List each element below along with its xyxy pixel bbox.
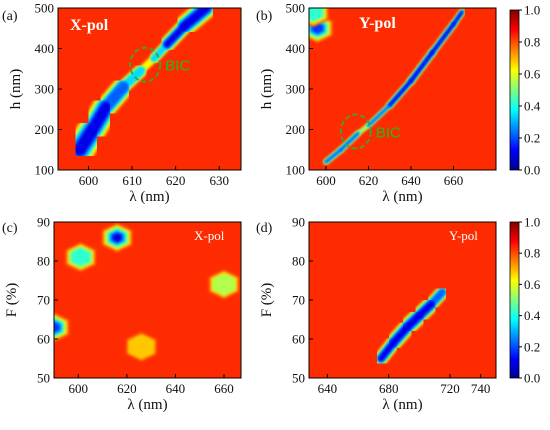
band-segment — [388, 79, 413, 107]
polarization-label: Y-pol — [359, 15, 396, 32]
y-tick-label: 80 — [292, 254, 305, 269]
y-tick-label: 200 — [286, 122, 306, 137]
bic-ring — [339, 113, 372, 150]
colorbar-tick-label: 0.4 — [524, 308, 541, 323]
y-tick-label: 60 — [37, 332, 50, 347]
bic-label: BIC — [165, 58, 190, 75]
y-tick-label: 90 — [292, 215, 305, 230]
x-tick-label: 660 — [214, 381, 234, 396]
colorbar-tick-label: 0.6 — [524, 67, 541, 82]
x-tick-label: 740 — [471, 381, 491, 396]
colorbar-tick-label: 0.0 — [524, 371, 540, 386]
y-tick-label: 70 — [37, 293, 50, 308]
spot-contour — [54, 321, 60, 333]
spot-contour — [212, 273, 236, 296]
y-axis-label: F (%) — [259, 283, 275, 318]
y-tick-label: 100 — [286, 163, 306, 178]
x-tick-label: 600 — [316, 173, 336, 188]
y-tick-label: 50 — [37, 371, 50, 386]
x-tick-label: 640 — [401, 173, 421, 188]
heatmap-background — [309, 222, 496, 378]
y-tick-label: 400 — [286, 41, 306, 56]
panel-label: (c) — [2, 221, 18, 236]
colorbar-tick-label: 0.2 — [524, 339, 540, 354]
colorbar-bottom — [509, 221, 520, 379]
x-axis-label: λ (nm) — [382, 397, 422, 413]
y-tick-label: 200 — [35, 122, 55, 137]
y-axis-label: F (%) — [4, 283, 20, 318]
y-tick-label: 80 — [37, 254, 50, 269]
polarization-label: X-pol — [194, 228, 225, 243]
band-segment — [164, 23, 188, 48]
spot-contour — [113, 234, 121, 242]
x-tick-label: 640 — [166, 381, 186, 396]
spot-contour — [71, 247, 91, 267]
x-tick-label: 600 — [79, 173, 99, 188]
colorbar-tick-label: 0.8 — [524, 35, 540, 50]
x-tick-label: 630 — [209, 173, 229, 188]
band-segment — [356, 124, 370, 135]
polarization-label: X-pol — [70, 17, 109, 34]
colorbar-top — [509, 9, 520, 171]
panel-a-heatmap — [58, 8, 241, 170]
band-segment — [367, 104, 391, 127]
panel-label: (a) — [2, 9, 18, 24]
y-tick-label: 500 — [35, 1, 55, 16]
y-tick-label: 300 — [35, 82, 55, 97]
x-tick-label: 640 — [318, 381, 338, 396]
x-tick-label: 620 — [359, 173, 379, 188]
x-tick-label: 620 — [117, 381, 137, 396]
heatmap-shade — [309, 222, 496, 378]
y-tick-label: 100 — [35, 163, 55, 178]
y-tick-label: 70 — [292, 293, 305, 308]
colorbar-tick-label: 0.2 — [524, 131, 540, 146]
x-axis-label: λ (nm) — [127, 397, 167, 413]
band-segment — [339, 132, 360, 152]
x-tick-label: 600 — [69, 381, 89, 396]
bic-ring — [129, 46, 162, 83]
y-tick-label: 300 — [286, 82, 306, 97]
polarization-label: Y-pol — [449, 228, 478, 243]
panel-d-heatmap — [309, 222, 496, 378]
panel-label: (b) — [256, 9, 273, 24]
x-axis-label: λ (nm) — [129, 189, 169, 205]
bic-label: BIC — [376, 125, 401, 142]
y-tick-label: 500 — [286, 1, 306, 16]
y-axis-label: h (nm) — [8, 69, 24, 109]
panel-label: (d) — [256, 221, 273, 236]
colorbar-tick-label: 1.0 — [524, 215, 540, 230]
spot-contour — [309, 8, 323, 22]
colorbar-tick-label: 0.4 — [524, 99, 541, 114]
x-tick-label: 680 — [379, 381, 399, 396]
y-tick-label: 400 — [35, 41, 55, 56]
colorbar-tick-label: 0.8 — [524, 246, 540, 261]
band-segment — [416, 300, 435, 319]
colorbar-tick-label: 1.0 — [524, 3, 540, 18]
x-tick-label: 660 — [444, 173, 464, 188]
band-segment — [430, 22, 455, 54]
band-segment — [87, 101, 112, 135]
colorbar-tick-label: 0.6 — [524, 277, 541, 292]
y-tick-label: 50 — [292, 371, 305, 386]
band-segment — [324, 148, 343, 164]
spot-contour — [127, 333, 155, 360]
x-tick-label: 610 — [122, 173, 142, 188]
y-tick-label: 90 — [37, 215, 50, 230]
panel-b-heatmap — [309, 8, 496, 170]
x-axis-label: λ (nm) — [382, 189, 422, 205]
colorbar-tick-label: 0.0 — [524, 163, 540, 178]
band-segment — [390, 324, 411, 346]
band-segment — [378, 340, 396, 362]
y-axis-label: h (nm) — [259, 69, 275, 109]
band-segment — [452, 10, 464, 26]
y-tick-label: 60 — [292, 332, 305, 347]
x-tick-label: 720 — [440, 381, 460, 396]
band-segment — [180, 8, 211, 31]
band-segment — [409, 51, 434, 83]
x-tick-label: 620 — [166, 173, 186, 188]
panel-c-heatmap — [54, 222, 241, 378]
